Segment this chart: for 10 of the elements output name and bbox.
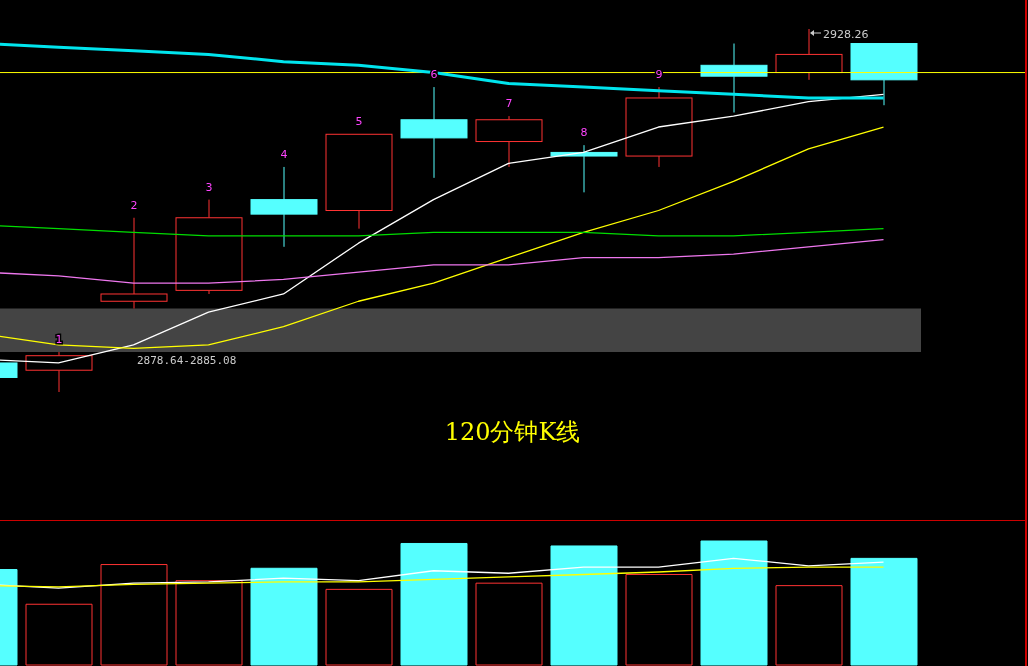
text: 8 xyxy=(580,126,588,140)
band-label: 2878.64-2885.08 xyxy=(137,354,237,368)
text: 5 xyxy=(355,115,363,129)
text: 2 xyxy=(130,198,138,212)
annotation: 2928.26 xyxy=(823,28,869,41)
text: 1 xyxy=(55,333,63,347)
text: 7 xyxy=(505,97,513,111)
text: 4 xyxy=(280,147,288,161)
text: 3 xyxy=(205,180,213,194)
text: 120分钟K线 xyxy=(443,417,582,448)
